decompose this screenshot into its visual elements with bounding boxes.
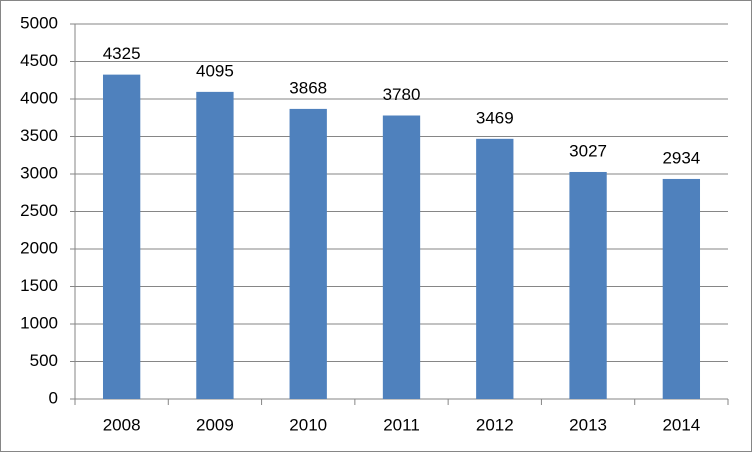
y-tick-label: 1000 — [20, 313, 58, 332]
y-tick-label: 4000 — [20, 88, 58, 107]
data-label: 4095 — [196, 61, 234, 80]
bar — [382, 115, 421, 399]
y-tick-label: 4500 — [20, 51, 58, 70]
bar — [102, 74, 141, 399]
y-tick-label: 1500 — [20, 276, 58, 295]
data-label: 3469 — [476, 108, 514, 127]
y-tick-label: 2500 — [20, 201, 58, 220]
bar — [662, 178, 701, 399]
x-tick-label: 2011 — [383, 415, 420, 434]
bar — [569, 171, 607, 399]
y-tick-label: 3000 — [20, 163, 58, 182]
data-label: 2934 — [662, 148, 700, 167]
data-label: 4325 — [103, 44, 141, 63]
data-label: 3780 — [383, 85, 421, 104]
bar — [196, 91, 234, 399]
y-tick-label: 3500 — [20, 126, 58, 145]
y-tick-label: 0 — [49, 388, 58, 407]
data-label: 3027 — [569, 141, 607, 160]
y-tick-label: 500 — [30, 351, 58, 370]
x-tick-label: 2014 — [662, 415, 700, 434]
x-tick-label: 2012 — [476, 415, 514, 434]
x-tick-label: 2013 — [569, 415, 607, 434]
bar — [289, 108, 327, 400]
y-tick-label: 2000 — [20, 238, 58, 257]
data-label: 3868 — [289, 78, 327, 97]
y-tick-label: 5000 — [20, 13, 58, 32]
x-tick-label: 2008 — [103, 415, 141, 434]
x-tick-label: 2009 — [196, 415, 234, 434]
bar — [476, 138, 514, 399]
x-tick-label: 2010 — [289, 415, 327, 434]
